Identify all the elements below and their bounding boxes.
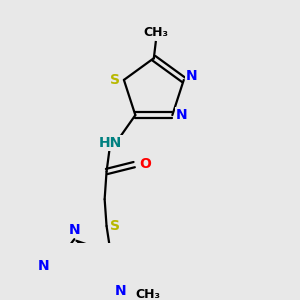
Text: CH₃: CH₃	[136, 288, 161, 300]
Text: HN: HN	[99, 136, 122, 150]
Text: N: N	[69, 223, 80, 237]
Text: N: N	[115, 284, 127, 298]
Text: S: S	[110, 219, 120, 233]
Text: O: O	[139, 157, 151, 171]
Text: N: N	[176, 108, 188, 122]
Text: N: N	[186, 69, 197, 83]
Text: CH₃: CH₃	[143, 26, 168, 39]
Text: S: S	[110, 73, 121, 87]
Text: N: N	[38, 259, 50, 273]
